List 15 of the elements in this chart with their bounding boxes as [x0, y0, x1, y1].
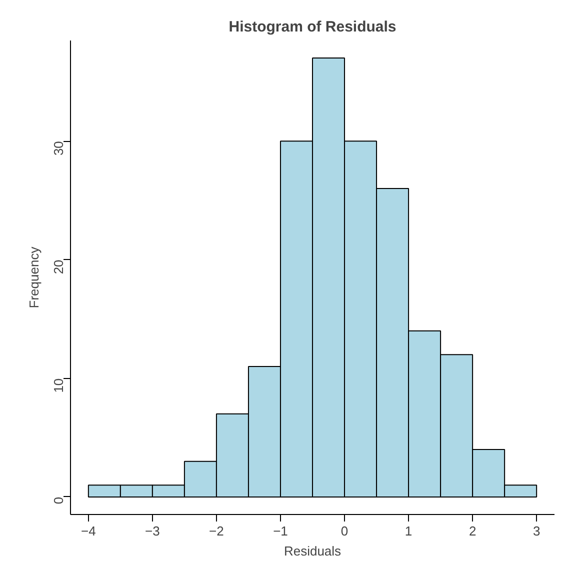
- x-tick-label: 0: [340, 524, 348, 538]
- y-axis-title: Frequency: [26, 246, 42, 308]
- x-tick-label: 1: [404, 524, 412, 538]
- x-tick-label: 3: [532, 524, 540, 538]
- y-tick-label: 0: [51, 496, 66, 504]
- y-tick-label: 10: [51, 378, 66, 393]
- x-tick-label: −2: [209, 524, 224, 538]
- x-axis-title: Residuals: [284, 544, 342, 558]
- x-tick-label: −3: [145, 524, 160, 538]
- y-tick-label: 20: [51, 260, 66, 274]
- x-tick-label: −1: [273, 524, 288, 538]
- y-tick-label: 30: [51, 141, 66, 156]
- x-tick-label: 2: [468, 524, 476, 538]
- x-tick-label: −4: [81, 524, 96, 538]
- chart-title: Histogram of Residuals: [228, 18, 396, 36]
